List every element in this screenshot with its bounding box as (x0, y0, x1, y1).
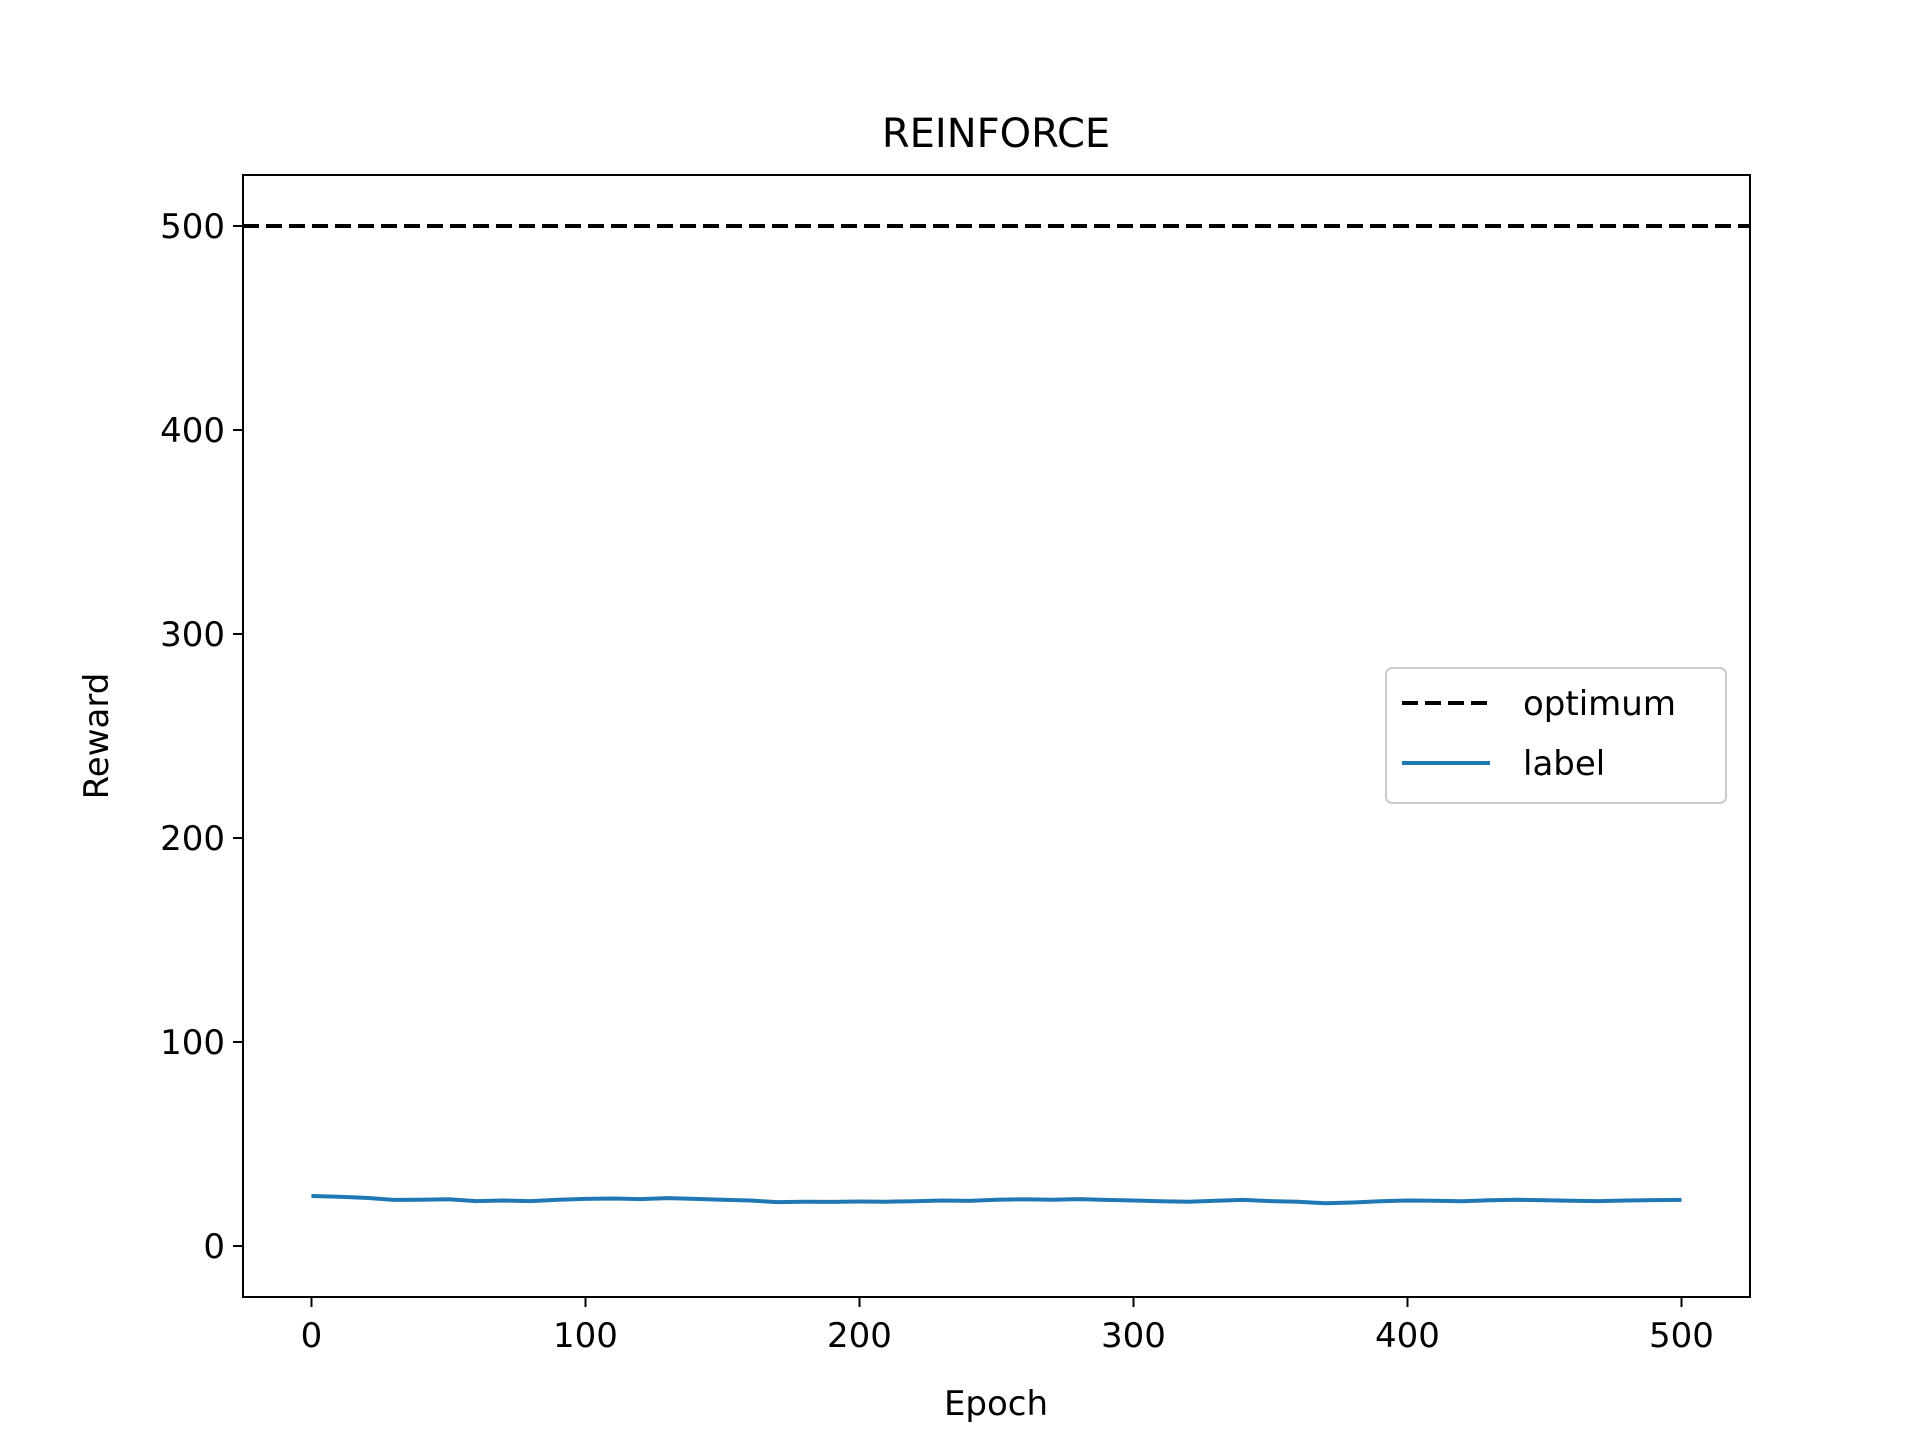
y-axis-label: Reward (77, 673, 117, 800)
x-tick-label-300: 300 (1101, 1316, 1166, 1356)
x-tick-label-500: 500 (1649, 1316, 1714, 1356)
x-tick-label-0: 0 (301, 1316, 323, 1356)
chart-title: REINFORCE (882, 111, 1110, 157)
x-tick-label-100: 100 (553, 1316, 618, 1356)
y-tick-label-500: 500 (160, 207, 225, 247)
y-tick-label-100: 100 (160, 1023, 225, 1063)
y-tick-label-200: 200 (160, 819, 225, 859)
legend-label-label: label (1523, 744, 1605, 784)
x-tick-label-400: 400 (1375, 1316, 1440, 1356)
x-tick-label-200: 200 (827, 1316, 892, 1356)
legend: optimum label (1386, 668, 1726, 803)
y-tick-label-0: 0 (203, 1227, 225, 1267)
y-tick-label-300: 300 (160, 615, 225, 655)
y-tick-label-400: 400 (160, 411, 225, 451)
x-axis-label: Epoch (944, 1384, 1048, 1424)
legend-optimum-label: optimum (1523, 684, 1676, 724)
